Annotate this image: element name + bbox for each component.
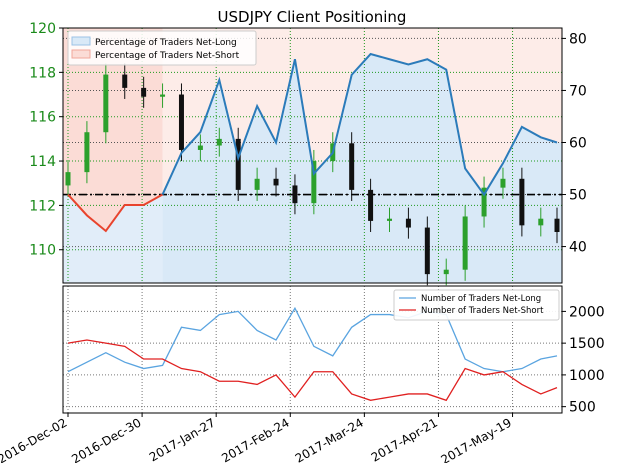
top-panel-frame [62,27,563,284]
candle-body [273,178,279,186]
legend-label: Percentage of Traders Net-Short [95,51,240,61]
candle-body [481,187,487,217]
chart-title: USDJPY Client Positioning [218,8,407,26]
net-short-area-late [162,28,562,195]
percentage-tick-label: 70 [569,83,587,99]
top-legend: Percentage of Traders Net-Long Percentage… [67,30,257,66]
candle-body [386,218,392,221]
candle-body [216,138,222,146]
date-tick-label: 2017-Jan-27 [147,415,218,463]
candle-body [122,74,128,88]
candle-body [103,74,109,133]
percentage-axis: 40 50 60 70 80 [562,31,587,256]
positioning-lines [67,52,558,233]
candle-body [160,94,166,97]
price-tick-label: 114 [29,154,56,170]
candle-body [368,189,374,221]
candle-body [554,218,560,232]
count-short-line [67,339,558,402]
date-tick-label: 2017-Mar-24 [293,415,366,463]
net-short-area [63,28,163,231]
count-axis: 500 1000 1500 2000 [562,304,605,416]
candle-body [443,269,449,275]
date-tick-label: 2017-May-19 [439,415,514,463]
date-tick-label: 2017-Apr-21 [369,415,440,463]
positioning-backgrounds [63,28,562,283]
percentage-tick-label: 80 [569,31,587,47]
bottom-legend-box [393,289,560,321]
count-lines [67,306,558,402]
candle-body [141,87,147,97]
candle-body [197,145,203,150]
candle-body [254,178,260,190]
count-long-line [67,306,558,373]
price-tick-label: 120 [29,21,56,37]
net-short-line [67,193,164,233]
bottom-panel-frame [62,285,563,414]
candle-body [292,185,298,204]
percentage-tick-label: 60 [569,135,587,151]
date-tick-label: 2016-Dec-30 [69,415,143,463]
candle-body [519,178,525,226]
net-long-line [161,52,558,197]
top-legend-box [67,30,257,66]
candle-body [462,216,468,270]
price-tick-label: 118 [29,65,56,81]
date-tick-label: 2017-Feb-24 [219,415,292,463]
percentage-tick-label: 40 [569,240,587,256]
price-axis: 110 112 114 116 118 120 [29,21,63,259]
legend-swatch [71,36,91,46]
date-axis: 2016-Dec-02 2016-Dec-30 2017-Jan-27 2017-Fe… [0,413,514,463]
price-candles [65,63,560,286]
candle-body [84,132,90,173]
candle-body [538,218,544,226]
legend-label: Percentage of Traders Net-Long [95,38,237,48]
candle-body [65,172,71,186]
legend-label: Number of Traders Net-Short [421,306,544,316]
percentage-tick-label: 50 [569,188,587,204]
bottom-legend: Number of Traders Net-Long Number of Trad… [393,289,560,321]
legend-label: Number of Traders Net-Long [421,294,541,304]
price-tick-label: 116 [29,110,56,126]
candle-body [405,218,411,228]
count-tick-label: 500 [569,400,596,416]
candle-body [500,178,506,188]
candle-body [178,94,184,150]
candle-body [349,143,355,190]
candle-body [235,138,241,190]
candle-body [424,227,430,275]
date-tick-label: 2016-Dec-02 [0,415,69,463]
price-tick-label: 112 [29,198,56,214]
candle-body [311,161,317,204]
legend-swatch [71,49,91,59]
price-tick-label: 110 [29,243,56,259]
count-tick-label: 1000 [569,368,605,384]
count-tick-label: 2000 [569,304,605,320]
count-tick-label: 1500 [569,336,605,352]
net-long-area [162,54,562,283]
